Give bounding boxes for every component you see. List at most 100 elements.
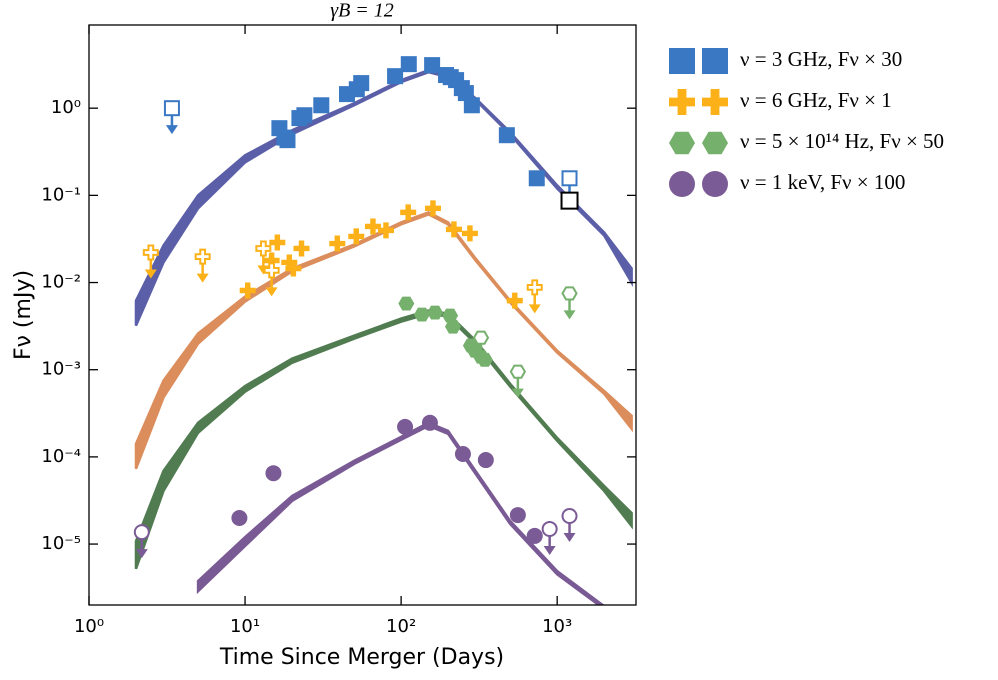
limit-arrowhead	[474, 354, 487, 364]
legend-label: ν = 1 keV, Fν × 100	[740, 170, 905, 194]
model-band	[134, 211, 633, 470]
upper-limit	[142, 244, 159, 279]
marker	[498, 127, 515, 144]
marker	[329, 235, 346, 252]
marker	[461, 225, 478, 242]
upper-limit	[526, 279, 543, 314]
marker	[526, 527, 543, 544]
marker	[669, 48, 695, 74]
marker	[400, 56, 417, 73]
marker	[255, 240, 272, 257]
limit-arrowhead	[135, 549, 148, 559]
marker	[142, 244, 159, 261]
marker	[424, 200, 441, 217]
marker	[541, 520, 558, 537]
marker	[269, 234, 286, 251]
marker	[421, 414, 438, 431]
marker	[702, 89, 728, 115]
legend-label: ν = 6 GHz, Fν × 1	[740, 88, 892, 112]
marker	[424, 57, 441, 74]
marker	[263, 252, 280, 269]
x-tick-label: 10³	[542, 616, 572, 637]
marker	[477, 452, 494, 469]
marker	[285, 260, 302, 277]
limit-arrowhead	[196, 273, 209, 283]
marker	[702, 171, 728, 197]
limit-arrowhead	[165, 125, 178, 135]
marker	[313, 97, 330, 114]
marker	[239, 282, 256, 299]
marker	[427, 305, 444, 320]
marker	[279, 132, 296, 149]
y-tick-label: 10⁻³	[41, 359, 81, 380]
marker	[387, 68, 404, 85]
marker	[413, 307, 430, 322]
y-tick-label: 10⁻⁵	[41, 533, 81, 554]
x-axis-label: Time Since Merger (Days)	[219, 645, 504, 670]
x-tick-label: 10⁰	[74, 616, 104, 637]
marker	[506, 292, 523, 309]
marker	[669, 171, 695, 197]
marker	[265, 465, 282, 482]
y-axis-label: Fν (mJy)	[11, 270, 36, 360]
upper-limit	[163, 100, 180, 135]
marker	[669, 89, 695, 115]
marker	[463, 97, 480, 114]
marker	[293, 240, 310, 257]
marker	[133, 524, 150, 541]
model-band	[134, 309, 633, 570]
marker	[509, 364, 527, 379]
marker	[454, 445, 471, 462]
limit-arrowhead	[144, 269, 157, 279]
marker	[281, 254, 298, 271]
plot-frame	[88, 24, 637, 606]
marker	[561, 286, 578, 301]
limit-arrowhead	[563, 310, 576, 320]
limit-arrowhead	[265, 287, 278, 297]
upper-limit	[509, 364, 527, 398]
y-tick-label: 10⁻²	[41, 272, 81, 293]
marker	[526, 279, 543, 296]
limit-arrowhead	[528, 304, 541, 314]
limit-arrowhead	[563, 532, 576, 542]
marker	[444, 319, 461, 334]
upper-limit	[194, 248, 211, 283]
x-tick-label: 10²	[386, 616, 416, 637]
data-points	[133, 56, 579, 559]
upper-limit	[133, 524, 150, 559]
marker	[231, 510, 248, 527]
marker	[163, 100, 180, 117]
marker	[457, 85, 474, 102]
marker	[397, 418, 414, 435]
marker	[364, 218, 381, 235]
marker	[400, 204, 417, 221]
marker	[263, 262, 280, 279]
y-tick-label: 10⁻⁴	[41, 446, 81, 467]
model-band	[134, 68, 633, 327]
model-band	[196, 421, 605, 605]
limit-arrowhead	[511, 388, 524, 398]
marker	[194, 248, 211, 265]
marker	[353, 75, 370, 92]
marker	[296, 107, 313, 124]
marker	[560, 191, 579, 210]
marker	[528, 170, 545, 187]
upper-limit	[561, 286, 578, 320]
marker	[377, 222, 394, 239]
marker	[398, 296, 415, 311]
upper-limit	[541, 520, 558, 555]
marker	[561, 507, 578, 524]
x-tick-label: 10¹	[230, 616, 260, 637]
marker	[561, 170, 578, 187]
upper-limit	[561, 507, 578, 542]
marker	[348, 228, 365, 245]
upper-limit	[472, 330, 490, 364]
legend-label: ν = 3 GHz, Fν × 30	[740, 47, 902, 71]
marker	[702, 131, 728, 155]
marker	[509, 507, 526, 524]
marker	[702, 48, 728, 74]
y-tick-label: 10⁻¹	[41, 184, 81, 205]
marker	[472, 330, 490, 345]
marker	[442, 308, 459, 323]
